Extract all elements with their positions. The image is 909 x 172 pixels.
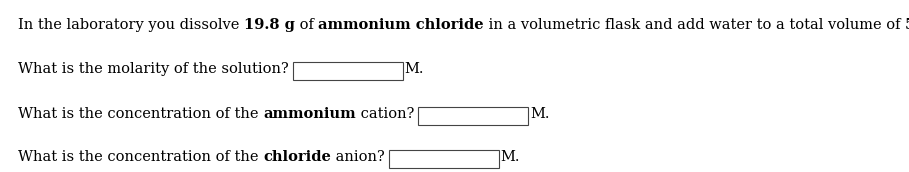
Text: M.: M. [501, 150, 520, 164]
Text: ammonium chloride: ammonium chloride [318, 18, 484, 32]
Text: 500 mL: 500 mL [905, 18, 909, 32]
Text: ammonium: ammonium [263, 107, 355, 121]
Bar [293, 62, 403, 80]
Text: M.: M. [405, 62, 425, 76]
Bar [418, 107, 528, 125]
Text: What is the molarity of the solution?: What is the molarity of the solution? [18, 62, 289, 76]
Text: In the laboratory you dissolve: In the laboratory you dissolve [18, 18, 244, 32]
Text: 19.8 g: 19.8 g [244, 18, 295, 32]
Bar [389, 150, 499, 168]
Text: What is the concentration of the: What is the concentration of the [18, 107, 263, 121]
Text: cation?: cation? [355, 107, 415, 121]
Text: chloride: chloride [263, 150, 331, 164]
Text: What is the concentration of the: What is the concentration of the [18, 150, 263, 164]
Text: of: of [295, 18, 318, 32]
Text: in a volumetric flask and add water to a total volume of: in a volumetric flask and add water to a… [484, 18, 905, 32]
Text: M.: M. [530, 107, 550, 121]
Text: anion?: anion? [331, 150, 385, 164]
